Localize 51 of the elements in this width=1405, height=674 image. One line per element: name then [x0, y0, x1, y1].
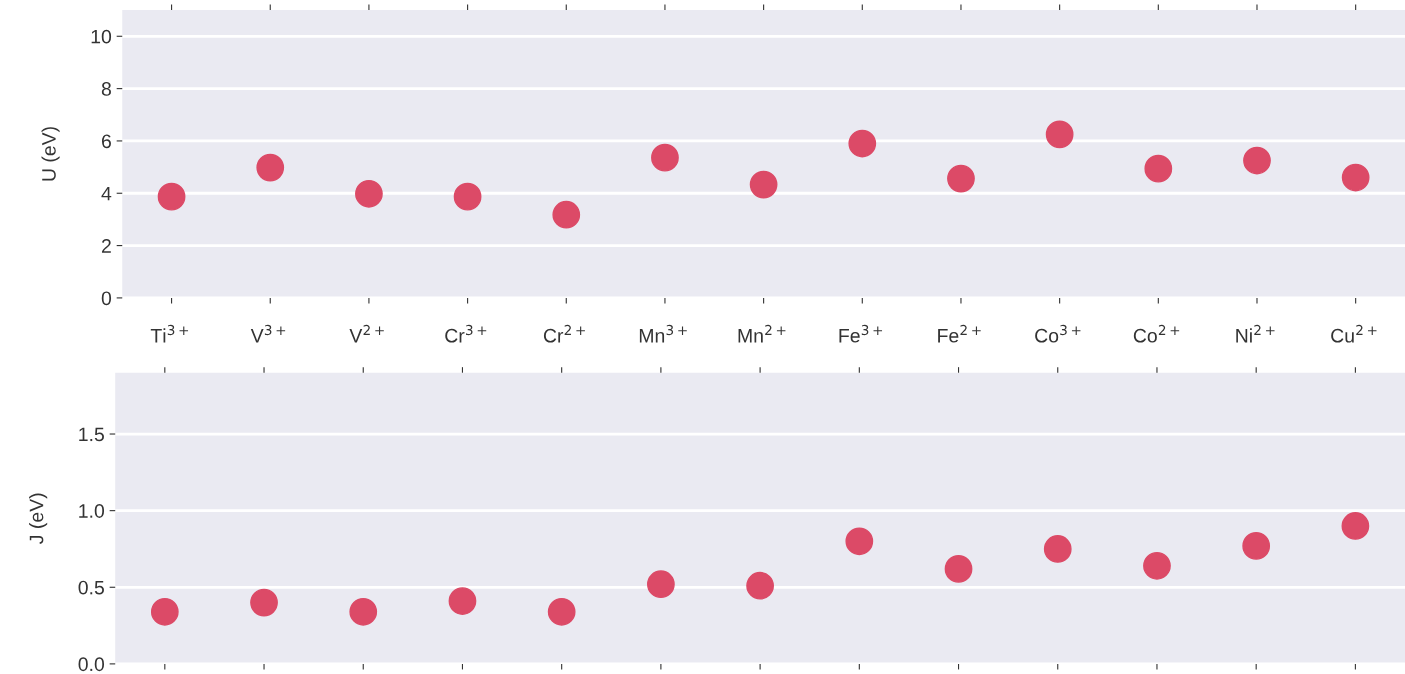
- y-tick-label: 0.5: [78, 580, 104, 595]
- point: [647, 570, 675, 599]
- x-tick-label: Fe$^{3+}$: [839, 324, 883, 343]
- y-tick-label: 2: [101, 239, 111, 253]
- y-tick-label: 0.0: [78, 657, 105, 672]
- point: [157, 182, 186, 211]
- point: [848, 129, 877, 158]
- point: [1341, 512, 1370, 540]
- x-tick-label: Mn$^{3+}$: [639, 324, 687, 343]
- point: [1242, 532, 1271, 560]
- y-tick-label: 1.0: [79, 504, 105, 518]
- point: [749, 170, 778, 199]
- x-tick-label: V$^{3+}$: [250, 324, 286, 343]
- y-tick-label: 1.5: [79, 427, 104, 442]
- x-tick-label: Cr$^{3+}$: [445, 324, 487, 343]
- point: [944, 555, 973, 583]
- x-tick-label: Ni$^{2+}$: [1236, 324, 1275, 343]
- point: [1144, 154, 1173, 183]
- y-tick-label: 4: [101, 186, 112, 201]
- point: [1243, 146, 1271, 175]
- x-tick-label: Ti$^{3+}$: [150, 324, 189, 343]
- y-tick-label: 0: [101, 291, 112, 306]
- y-tick-label: 10: [91, 29, 112, 44]
- point: [150, 597, 179, 626]
- x-tick-label: Fe$^{2+}$: [938, 324, 981, 343]
- point: [250, 588, 278, 617]
- point: [1045, 120, 1074, 149]
- point: [947, 164, 975, 193]
- point: [547, 597, 576, 626]
- x-tick-label: Cr$^{2+}$: [543, 324, 585, 343]
- x-tick-label: Co$^{3+}$: [1035, 324, 1081, 343]
- point: [1143, 551, 1171, 580]
- point: [746, 571, 774, 600]
- y-tick-label: 8: [101, 82, 111, 96]
- point: [453, 182, 482, 211]
- y-axis-title: J (eV): [29, 493, 48, 544]
- x-tick-label: V$^{2+}$: [349, 324, 384, 343]
- point: [1043, 535, 1072, 563]
- y-axis-title: U (eV): [41, 127, 60, 181]
- point: [448, 587, 477, 615]
- point: [256, 153, 285, 182]
- point: [349, 597, 378, 626]
- point: [355, 179, 383, 208]
- point: [1341, 163, 1370, 192]
- x-tick-label: Cu$^{2+}$: [1331, 324, 1377, 343]
- point: [552, 200, 581, 229]
- point: [845, 527, 874, 556]
- x-tick-label: Mn$^{2+}$: [738, 324, 786, 343]
- x-tick-label: Co$^{2+}$: [1133, 324, 1180, 343]
- point: [651, 143, 679, 172]
- y-tick-label: 6: [101, 134, 111, 149]
